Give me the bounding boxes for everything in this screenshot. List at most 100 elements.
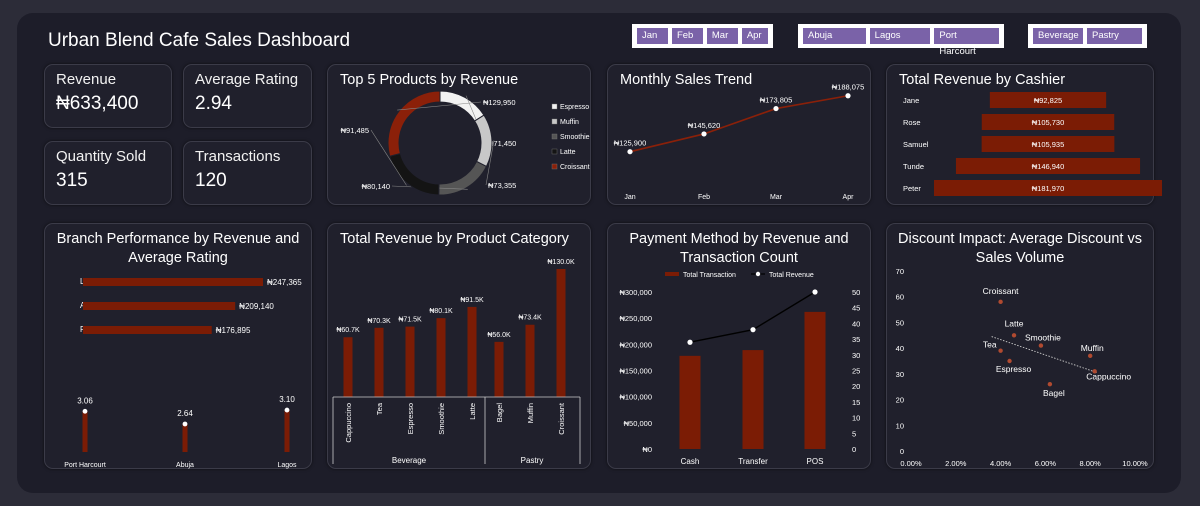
kpi-revenue-label: Revenue [56,71,117,88]
branch-performance-chart: Lagos ₦247,365 Abuja ₦209,140 Port Harcourt ₦… [64,277,302,469]
donut-slice-muffin [473,114,493,168]
trend-point-jan [627,149,633,155]
legend-swatch-latte [551,148,558,155]
discount-x-tick-1: 2.00% [945,459,967,468]
branch-slicer: Abuja Lagos Port Harcourt [798,24,1004,57]
discount-point-smoothie [1038,343,1044,348]
branch-rating-label-abuja: 2.64 [177,409,193,418]
branch-rating-label-lagos: 3.10 [279,395,295,404]
donut-label-croissant: ₦129,950 [483,98,516,107]
payment-bar-cash [679,355,701,449]
discount-trendline [991,336,1098,373]
branch-performance-title: Branch Performance by Revenue and Averag… [56,231,300,266]
branch-revenue-label-abuja: ₦209,140 [239,302,274,311]
payment-bar-transfer [742,350,764,449]
kpi-quantity-card: Quantity Sold 315 [44,141,172,205]
donut-label-muffin: ₦73,355 [488,181,516,190]
discount-label-tea: Tea [983,340,997,350]
kpi-quantity-value: 315 [56,170,88,191]
payment-left-tick-0: ₦0 [642,445,652,454]
category-value-espresso: ₦71.5K [398,317,422,324]
discount-y-tick-3: 30 [896,370,904,379]
kpi-transactions-card: Transactions 120 [183,141,312,205]
slicer-category-beverage[interactable]: Beverage [1033,28,1083,44]
cashier-value-peter: ₦181,970 [1032,184,1065,193]
legend-label-croissant: Croissant [560,164,590,171]
discount-y-tick-7: 70 [896,267,904,276]
trend-line [629,94,849,153]
category-revenue-card: Total Revenue by Product Category ₦60.7K… [327,223,591,469]
category-axis-croissant: Croissant [557,402,566,435]
slicer-category-pastry[interactable]: Pastry [1087,28,1142,44]
cashier-name-peter: Peter [903,184,921,193]
payment-point-pos [812,289,818,295]
discount-label-cappuccino: Cappuccino [1086,371,1131,381]
slicer-month-feb[interactable]: Feb [671,28,703,44]
kpi-rating-label: Average Rating [195,71,299,88]
cashier-name-samuel: Samuel [903,140,929,149]
slicer-month-mar[interactable]: Mar [706,28,738,44]
category-value-smoothie: ₦80.1K [429,308,453,315]
slicer-branch-lagos[interactable]: Lagos [869,28,931,44]
category-value-latte: ₦91.5K [460,297,484,304]
trend-label-feb: ₦145,620 [688,121,721,130]
cashier-value-tunde: ₦146,940 [1032,162,1065,171]
legend-label-revenue: Total Revenue [769,272,814,279]
cashier-bar-peter [934,180,1162,196]
branch-rating-point-port-harcourt [82,408,88,414]
category-group-beverage: Beverage [392,456,427,465]
category-value-muffin: ₦73.4K [518,315,542,322]
branch-rating-axis-lagos: Lagos [277,462,297,469]
slicer-branch-port-harcourt[interactable]: Port Harcourt [934,28,1000,57]
legend-swatch-espresso [551,103,558,110]
payment-left-tick-6: ₦300,000 [619,288,652,297]
category-value-cappuccino: ₦60.7K [336,327,360,334]
cashier-bar-tunde [955,158,1141,174]
discount-label-bagel: Bagel [1043,388,1065,398]
cashier-revenue-bar-chart: ₦92,825 Jane ₦105,730 Rose ₦105,935 Samuel ₦14… [903,92,1162,196]
discount-point-tea [998,348,1003,353]
donut-label-latte: ₦91,485 [341,126,369,135]
slicer-month-apr[interactable]: Apr [741,28,768,44]
payment-right-tick-9: 45 [852,304,860,313]
slicer-month-jan[interactable]: Jan [637,28,668,44]
discount-x-tick-0: 0.00% [900,459,922,468]
payment-left-tick-1: ₦50,000 [624,419,652,428]
slicer-branch-abuja[interactable]: Abuja [803,28,866,44]
legend-label-latte: Latte [560,149,576,156]
category-bar-bagel [494,341,504,397]
discount-point-croissant [998,299,1003,305]
category-bar-croissant [556,269,566,397]
trend-point-apr [845,93,851,99]
category-slicer: Beverage Pastry [1028,24,1147,48]
trend-axis-feb: Feb [698,194,710,201]
discount-x-tick-2: 4.00% [990,459,1012,468]
kpi-rating-card: Average Rating 2.94 [183,64,312,128]
discount-point-muffin [1088,353,1093,359]
legend-dot-revenue [755,271,761,277]
category-bar-latte [467,306,477,397]
category-axis-tea: Tea [375,402,384,415]
category-value-bagel: ₦56.0K [487,332,511,339]
discount-impact-title: Discount Impact: Average Discount vs Sal… [898,231,1142,266]
branch-revenue-label-lagos: ₦247,365 [267,278,302,287]
discount-point-bagel [1047,381,1053,387]
monthly-trend-card: Monthly Sales Trend ₦125,900 Jan ₦145,620 F… [607,64,871,205]
category-bar-muffin [525,324,535,397]
legend-label-transaction: Total Transaction [683,272,736,279]
payment-axis-cash: Cash [681,457,700,466]
discount-label-latte: Latte [1005,318,1024,328]
branch-rating-label-port-harcourt: 3.06 [77,396,93,405]
category-value-tea: ₦70.3K [367,318,391,325]
discount-point-espresso [1007,358,1012,364]
branch-rating-axis-port-harcourt: Port Harcourt [64,462,106,469]
kpi-transactions-value: 120 [195,170,227,191]
cashier-name-rose: Rose [903,118,921,127]
legend-swatch-muffin [551,118,558,125]
payment-right-tick-3: 15 [852,398,860,407]
payment-left-tick-5: ₦250,000 [619,314,652,323]
trend-point-mar [773,105,779,112]
category-axis-muffin: Muffin [526,403,535,423]
top-products-donut-chart: ₦71,450 ₦73,355 ₦80,140 ₦91,485 ₦129,950 Espr… [341,90,590,196]
cashier-bar-samuel [981,136,1115,152]
